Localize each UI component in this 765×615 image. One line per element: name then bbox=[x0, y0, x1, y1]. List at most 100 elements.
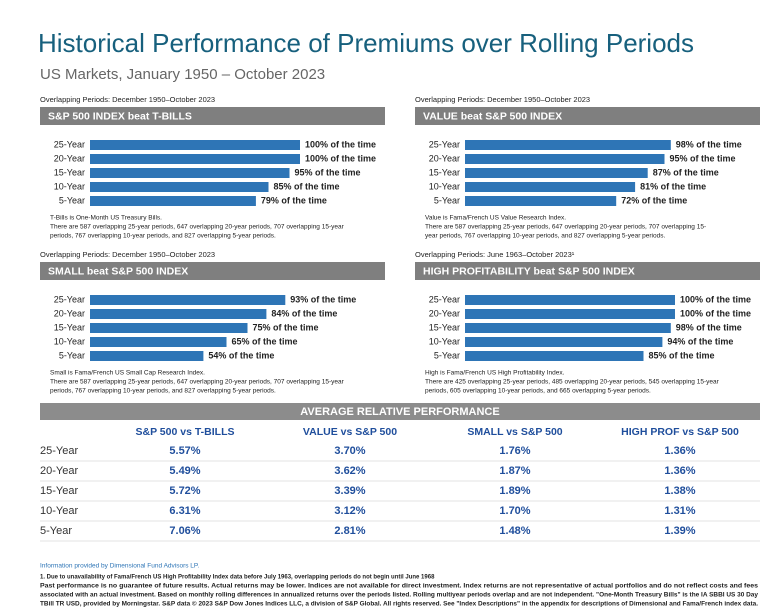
table-header-bar bbox=[40, 403, 760, 420]
category-label: 20-Year bbox=[429, 153, 460, 163]
panel-title: SMALL beat S&P 500 INDEX bbox=[48, 265, 188, 277]
panel-period: Overlapping Periods: December 1950–Octob… bbox=[415, 95, 590, 104]
panel-period: Overlapping Periods: December 1950–Octob… bbox=[40, 95, 215, 104]
panel-note: Small is Fama/French US Small Cap Resear… bbox=[50, 370, 205, 377]
table-cell: 5.57% bbox=[169, 445, 200, 457]
category-label: 15-Year bbox=[54, 167, 85, 177]
table-cell: 2.81% bbox=[334, 525, 365, 537]
table-cell: 1.39% bbox=[664, 525, 695, 537]
bar-value-label: 85% of the time bbox=[274, 181, 340, 191]
bar-value-label: 65% of the time bbox=[232, 336, 298, 346]
bar-value-label: 72% of the time bbox=[621, 195, 687, 205]
bar bbox=[465, 182, 636, 192]
bar bbox=[465, 140, 671, 150]
bar-value-label: 81% of the time bbox=[640, 181, 706, 191]
bar bbox=[90, 140, 300, 150]
column-header: S&P 500 vs T-BILLS bbox=[135, 426, 234, 438]
bar bbox=[90, 323, 248, 333]
bar bbox=[90, 295, 286, 305]
panel-note: High is Fama/French US High Profitabilit… bbox=[425, 370, 565, 377]
bar-value-label: 95% of the time bbox=[670, 153, 736, 163]
panel-title: VALUE beat S&P 500 INDEX bbox=[423, 110, 562, 122]
bar-value-label: 98% of the time bbox=[676, 322, 742, 332]
row-label: 10-Year bbox=[40, 505, 78, 517]
category-label: 25-Year bbox=[54, 294, 85, 304]
category-label: 25-Year bbox=[429, 139, 460, 149]
category-label: 5-Year bbox=[434, 195, 460, 205]
panel-note: periods, 767 overlapping 10-year periods… bbox=[50, 388, 276, 395]
table-cell: 1.31% bbox=[664, 505, 695, 517]
panel-note: periods, 605 overlapping 10-year periods… bbox=[425, 388, 651, 395]
bar-value-label: 79% of the time bbox=[261, 195, 327, 205]
category-label: 5-Year bbox=[59, 350, 85, 360]
panel-header bbox=[40, 107, 385, 125]
bar bbox=[465, 196, 617, 206]
title: Historical Performance of Premiums over … bbox=[38, 28, 694, 58]
category-label: 15-Year bbox=[429, 167, 460, 177]
panel-header bbox=[415, 262, 760, 280]
table-cell: 6.31% bbox=[169, 505, 200, 517]
panel-header bbox=[415, 107, 760, 125]
bar bbox=[465, 295, 675, 305]
bar bbox=[465, 351, 644, 361]
bar bbox=[90, 168, 290, 178]
footer-line: TBill TR USD, provided by Morningstar. S… bbox=[40, 601, 758, 608]
bar-value-label: 100% of the time bbox=[305, 139, 376, 149]
category-label: 5-Year bbox=[434, 350, 460, 360]
table-cell: 1.70% bbox=[499, 505, 530, 517]
panel-note: Value is Fama/French US Value Research I… bbox=[425, 215, 566, 222]
category-label: 10-Year bbox=[54, 181, 85, 191]
panel-note: There are 587 overlapping 25-year period… bbox=[50, 379, 345, 386]
column-header: VALUE vs S&P 500 bbox=[303, 426, 397, 438]
row-label: 20-Year bbox=[40, 465, 78, 477]
table-cell: 3.39% bbox=[334, 485, 365, 497]
table-cell: 1.89% bbox=[499, 485, 530, 497]
table-cell: 1.36% bbox=[664, 445, 695, 457]
category-label: 20-Year bbox=[429, 308, 460, 318]
bar bbox=[465, 154, 665, 164]
bar-value-label: 75% of the time bbox=[253, 322, 319, 332]
table-cell: 1.87% bbox=[499, 465, 530, 477]
bar bbox=[90, 309, 267, 319]
category-label: 10-Year bbox=[429, 336, 460, 346]
category-label: 15-Year bbox=[54, 322, 85, 332]
category-label: 25-Year bbox=[429, 294, 460, 304]
bar bbox=[90, 196, 256, 206]
panel-period: Overlapping Periods: June 1963–October 2… bbox=[415, 250, 575, 259]
table-cell: 3.12% bbox=[334, 505, 365, 517]
table-cell: 1.36% bbox=[664, 465, 695, 477]
category-label: 20-Year bbox=[54, 308, 85, 318]
bar bbox=[465, 309, 675, 319]
panel-note: There are 587 overlapping 25-year period… bbox=[425, 224, 706, 231]
table-cell: 3.70% bbox=[334, 445, 365, 457]
table-cell: 7.06% bbox=[169, 525, 200, 537]
category-label: 10-Year bbox=[429, 181, 460, 191]
bar bbox=[90, 351, 204, 361]
panel-note: There are 587 overlapping 25-year period… bbox=[50, 224, 345, 231]
bar bbox=[465, 337, 663, 347]
bar-value-label: 85% of the time bbox=[649, 350, 715, 360]
category-label: 15-Year bbox=[429, 322, 460, 332]
table-cell: 5.49% bbox=[169, 465, 200, 477]
bar-value-label: 84% of the time bbox=[271, 308, 337, 318]
row-label: 15-Year bbox=[40, 485, 78, 497]
category-label: 25-Year bbox=[54, 139, 85, 149]
bar bbox=[465, 168, 648, 178]
category-label: 10-Year bbox=[54, 336, 85, 346]
bar-value-label: 100% of the time bbox=[305, 153, 376, 163]
category-label: 5-Year bbox=[59, 195, 85, 205]
panel-note: T-Bills is One-Month US Treasury Bills. bbox=[50, 215, 162, 222]
bar-value-label: 95% of the time bbox=[295, 167, 361, 177]
table-cell: 5.72% bbox=[169, 485, 200, 497]
table-cell: 1.76% bbox=[499, 445, 530, 457]
panel-title: S&P 500 INDEX beat T-BILLS bbox=[48, 110, 192, 122]
footer-line: Past performance is no guarantee of futu… bbox=[40, 584, 759, 590]
table-cell: 1.48% bbox=[499, 525, 530, 537]
panel-note: year periods, 767 overlapping 10-year pe… bbox=[425, 233, 665, 240]
panel-header bbox=[40, 262, 385, 280]
bar bbox=[465, 323, 671, 333]
bar-value-label: 87% of the time bbox=[653, 167, 719, 177]
footer-line: 1. Due to unavailability of Fama/French … bbox=[40, 575, 435, 581]
